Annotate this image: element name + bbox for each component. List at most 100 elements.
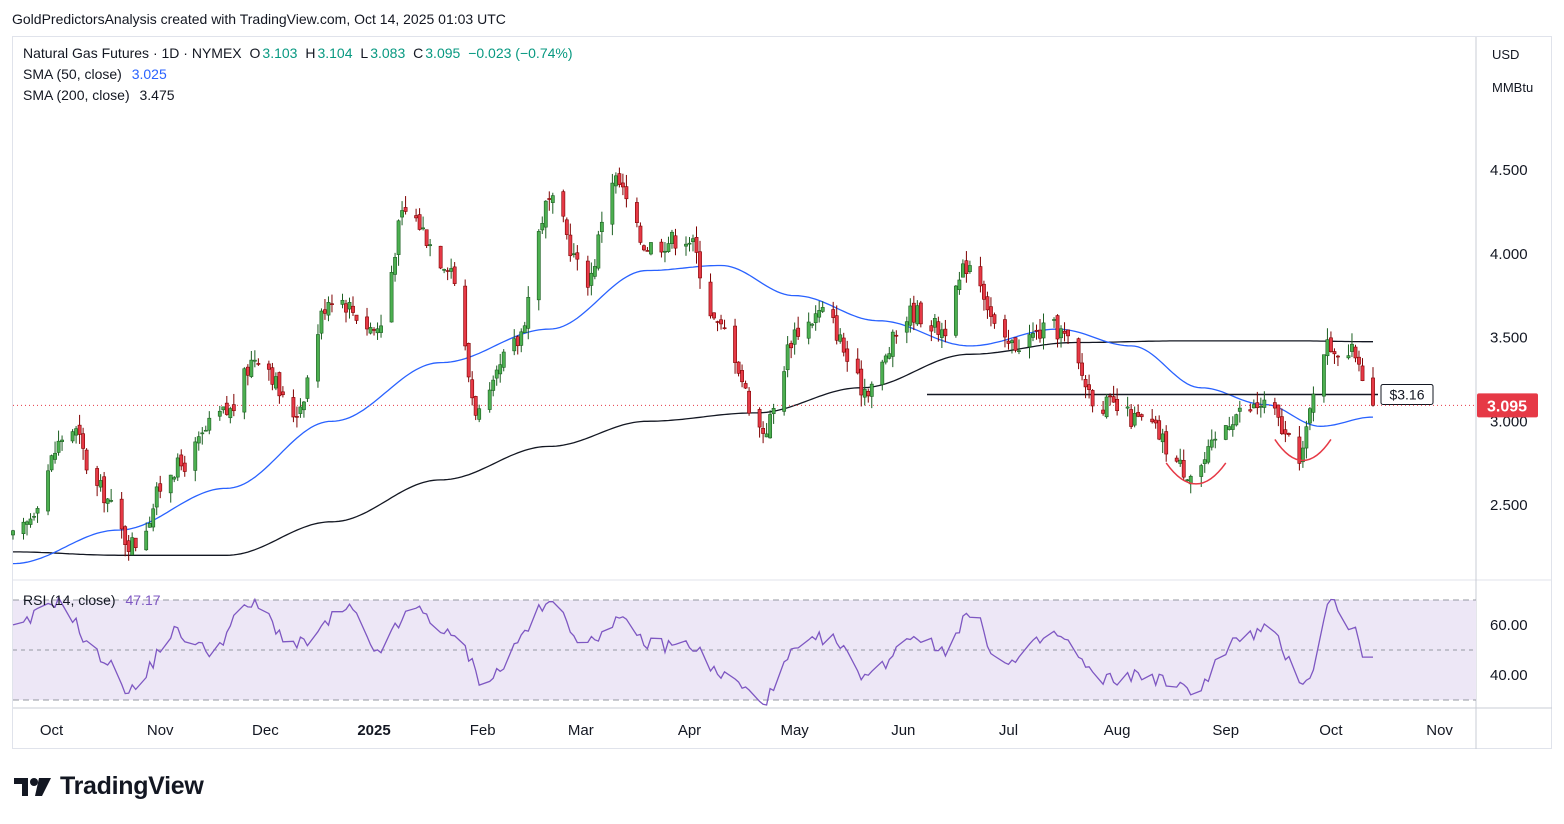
- rsi-panel: [12, 595, 1476, 706]
- candle-up: [932, 318, 937, 328]
- candle-up: [1202, 459, 1207, 465]
- candle-down: [1286, 433, 1291, 435]
- candle-up: [1178, 459, 1183, 464]
- candle-up: [663, 250, 667, 253]
- candle-up: [298, 406, 303, 414]
- candle-up: [49, 455, 54, 471]
- currency-label[interactable]: USD: [1492, 47, 1520, 62]
- sma50-layer: [12, 264, 1374, 565]
- last-price-badge-label: 3.095: [1487, 398, 1527, 415]
- candle-up: [70, 431, 75, 442]
- candle-down: [736, 361, 741, 374]
- candle-up: [491, 379, 496, 391]
- candle-up: [1031, 332, 1035, 338]
- legend-rsi-row[interactable]: RSI (14, close) 47.17: [23, 592, 161, 608]
- candle-down: [126, 540, 131, 552]
- candle-down: [1360, 365, 1365, 382]
- candle-down: [845, 348, 850, 362]
- candle-up: [883, 355, 888, 363]
- candle-down: [1101, 409, 1106, 414]
- candle-down: [280, 391, 285, 396]
- candle-up: [596, 234, 601, 269]
- candle-down: [673, 235, 678, 249]
- candle-up: [1160, 433, 1165, 443]
- candle-down: [515, 336, 520, 347]
- candle-up: [1185, 479, 1190, 482]
- candle-up: [449, 268, 454, 272]
- candle-up: [1311, 393, 1316, 413]
- ohlc-low: L 3.083: [360, 45, 406, 61]
- candle-up: [393, 257, 397, 275]
- candle-up: [904, 321, 909, 333]
- candle-up: [1308, 408, 1312, 424]
- candle-down: [747, 390, 751, 414]
- candle-down: [231, 404, 236, 412]
- candle-up: [32, 515, 36, 518]
- candle-up: [1206, 446, 1211, 463]
- candle-down: [989, 306, 993, 317]
- candle-up: [316, 334, 320, 382]
- low-value: 3.083: [370, 45, 406, 61]
- candle-up: [1199, 465, 1204, 477]
- candle-up: [1017, 350, 1021, 353]
- candles-layer: [11, 167, 1375, 561]
- candle-down: [911, 302, 916, 323]
- candle-up: [838, 334, 843, 342]
- unit-label[interactable]: MMBtu: [1492, 80, 1534, 95]
- candle-down: [1276, 404, 1281, 418]
- price-tick-label: 2.500: [1490, 497, 1528, 514]
- candle-up: [305, 377, 310, 399]
- candle-down: [1083, 379, 1088, 388]
- candle-down: [964, 260, 969, 274]
- level-layer: $3.16: [13, 383, 1476, 406]
- legend-sma200-row[interactable]: SMA (200, close) 3.475: [23, 87, 175, 103]
- candle-up: [880, 361, 885, 385]
- time-tick-label: Nov: [147, 722, 174, 739]
- candle-up: [1209, 439, 1214, 448]
- candle-up: [1027, 334, 1032, 348]
- candle-up: [691, 238, 695, 243]
- candle-up: [319, 310, 324, 334]
- candle-down: [1087, 384, 1091, 390]
- time-tick-label: Sep: [1212, 722, 1239, 739]
- candle-up: [494, 369, 499, 379]
- candle-up: [1234, 414, 1239, 426]
- candle-down: [344, 303, 348, 313]
- candle-down: [982, 283, 986, 300]
- candle-down: [722, 327, 727, 330]
- candle-down: [1136, 412, 1141, 417]
- price-tick-label: 3.000: [1490, 413, 1528, 430]
- candle-down: [936, 321, 941, 335]
- time-tick-label: Feb: [470, 722, 496, 739]
- candle-down: [740, 370, 744, 383]
- candle-up: [368, 327, 373, 334]
- sma200-value: 3.475: [139, 87, 175, 103]
- time-tick-label: Aug: [1104, 722, 1131, 739]
- candle-down: [1034, 329, 1039, 332]
- candle-down: [1108, 395, 1113, 398]
- candle-down: [1181, 460, 1186, 478]
- time-tick-label: Oct: [1319, 722, 1343, 739]
- candle-up: [487, 389, 492, 410]
- candle-up: [960, 263, 965, 278]
- legend-sma50-row[interactable]: SMA (50, close) 3.025: [23, 66, 167, 82]
- candle-down: [323, 309, 327, 314]
- candle-up: [1132, 412, 1137, 426]
- candle-down: [1115, 398, 1120, 412]
- candle-down: [694, 237, 699, 253]
- candle-down: [585, 260, 590, 288]
- candle-down: [123, 526, 128, 545]
- candle-down: [719, 319, 723, 325]
- tradingview-logo[interactable]: TradingView: [14, 772, 204, 801]
- candle-up: [526, 296, 531, 329]
- candle-down: [291, 397, 296, 418]
- candle-down: [645, 250, 650, 252]
- candle-down: [1371, 377, 1375, 406]
- candle-up: [1041, 322, 1046, 339]
- symbol-name[interactable]: Natural Gas Futures · 1D · NYMEX: [23, 45, 242, 61]
- candle-up: [1213, 438, 1218, 441]
- candle-up: [939, 329, 944, 338]
- candle-up: [536, 231, 541, 301]
- candle-up: [74, 428, 78, 436]
